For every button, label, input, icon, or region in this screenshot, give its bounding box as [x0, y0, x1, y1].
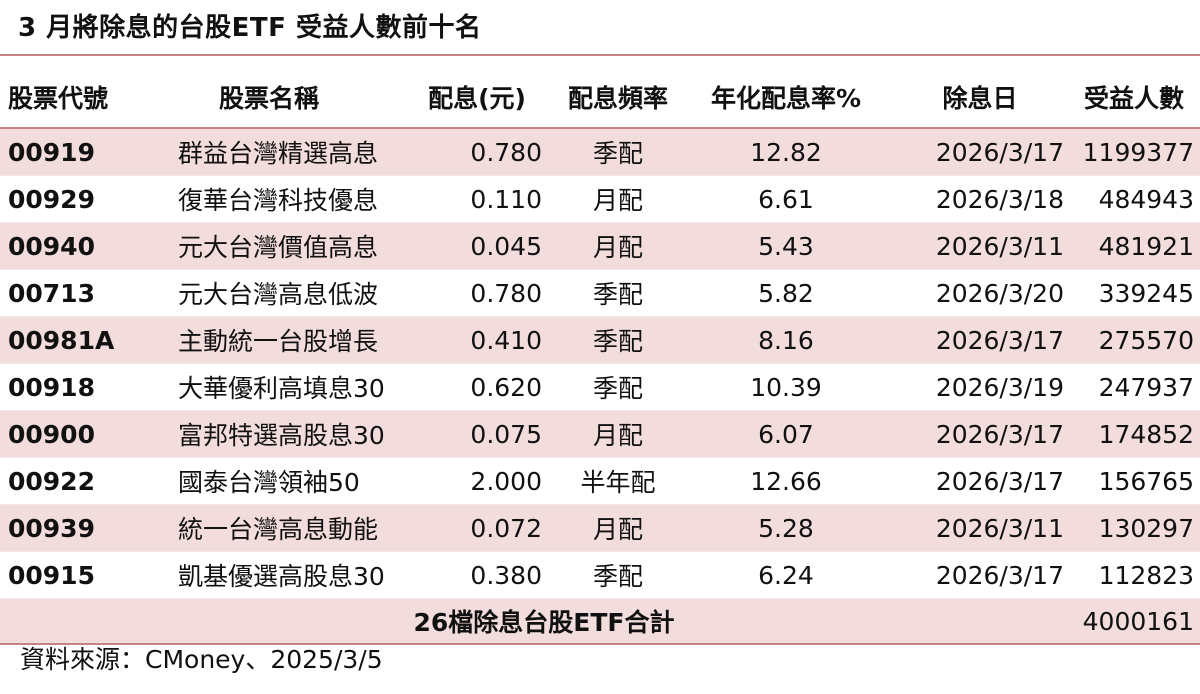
- cell-code: 00929: [0, 175, 140, 223]
- header-code: 股票代號: [0, 66, 140, 129]
- cell-yield: 5.28: [680, 504, 892, 552]
- cell-ex-date: 2026/3/17: [892, 551, 1068, 599]
- cell-holders: 1199377: [1068, 128, 1200, 176]
- cell-yield: 5.43: [680, 222, 892, 270]
- cell-code: 00919: [0, 128, 140, 176]
- total-row: 26檔除息台股ETF合計 4000161: [0, 598, 1200, 645]
- cell-name: 富邦特選高股息30: [140, 410, 398, 458]
- cell-code: 00918: [0, 363, 140, 411]
- cell-frequency: 月配: [556, 222, 680, 270]
- cell-ex-date: 2026/3/20: [892, 269, 1068, 317]
- total-label: 26檔除息台股ETF合計: [0, 598, 1068, 645]
- table-row: 00939 統一台灣高息動能 0.072 月配 5.28 2026/3/11 1…: [0, 504, 1200, 552]
- cell-name: 主動統一台股增長: [140, 316, 398, 364]
- cell-name: 復華台灣科技優息: [140, 175, 398, 223]
- table-row: 00919 群益台灣精選高息 0.780 季配 12.82 2026/3/17 …: [0, 128, 1200, 176]
- cell-yield: 10.39: [680, 363, 892, 411]
- cell-holders: 481921: [1068, 222, 1200, 270]
- header-ex-date: 除息日: [892, 66, 1068, 129]
- table-row: 00981A 主動統一台股增長 0.410 季配 8.16 2026/3/17 …: [0, 316, 1200, 364]
- cell-frequency: 季配: [556, 551, 680, 599]
- header-row: 股票代號 股票名稱 配息(元) 配息頻率 年化配息率% 除息日 受益人數: [0, 66, 1200, 129]
- source-note: 資料來源：CMoney、2025/3/5: [20, 645, 383, 674]
- cell-dividend: 2.000: [398, 457, 556, 505]
- cell-name: 元大台灣價值高息: [140, 222, 398, 270]
- cell-dividend: 0.380: [398, 551, 556, 599]
- cell-dividend: 0.110: [398, 175, 556, 223]
- cell-ex-date: 2026/3/19: [892, 363, 1068, 411]
- table-row: 00900 富邦特選高股息30 0.075 月配 6.07 2026/3/17 …: [0, 410, 1200, 458]
- cell-yield: 6.24: [680, 551, 892, 599]
- cell-ex-date: 2026/3/18: [892, 175, 1068, 223]
- cell-name: 凱基優選高股息30: [140, 551, 398, 599]
- cell-code: 00981A: [0, 316, 140, 364]
- cell-name: 大華優利高填息30: [140, 363, 398, 411]
- cell-frequency: 月配: [556, 504, 680, 552]
- table-row: 00940 元大台灣價值高息 0.045 月配 5.43 2026/3/11 4…: [0, 222, 1200, 270]
- cell-code: 00713: [0, 269, 140, 317]
- cell-holders: 484943: [1068, 175, 1200, 223]
- cell-frequency: 半年配: [556, 457, 680, 505]
- cell-yield: 12.82: [680, 128, 892, 176]
- cell-dividend: 0.780: [398, 128, 556, 176]
- page-title: 3 月將除息的台股ETF 受益人數前十名: [18, 13, 482, 43]
- cell-dividend: 0.620: [398, 363, 556, 411]
- header-frequency: 配息頻率: [556, 66, 680, 129]
- cell-frequency: 季配: [556, 269, 680, 317]
- cell-dividend: 0.075: [398, 410, 556, 458]
- cell-name: 群益台灣精選高息: [140, 128, 398, 176]
- cell-yield: 8.16: [680, 316, 892, 364]
- cell-dividend: 0.410: [398, 316, 556, 364]
- etf-table: 股票代號 股票名稱 配息(元) 配息頻率 年化配息率% 除息日 受益人數 009…: [0, 66, 1200, 645]
- cell-dividend: 0.072: [398, 504, 556, 552]
- cell-frequency: 月配: [556, 410, 680, 458]
- cell-code: 00939: [0, 504, 140, 552]
- cell-code: 00922: [0, 457, 140, 505]
- cell-holders: 130297: [1068, 504, 1200, 552]
- cell-frequency: 月配: [556, 175, 680, 223]
- header-name: 股票名稱: [140, 66, 398, 129]
- cell-name: 國泰台灣領袖50: [140, 457, 398, 505]
- cell-dividend: 0.780: [398, 269, 556, 317]
- cell-name: 元大台灣高息低波: [140, 269, 398, 317]
- cell-ex-date: 2026/3/17: [892, 410, 1068, 458]
- table-row: 00929 復華台灣科技優息 0.110 月配 6.61 2026/3/18 4…: [0, 175, 1200, 223]
- cell-ex-date: 2026/3/11: [892, 504, 1068, 552]
- table-row: 00918 大華優利高填息30 0.620 季配 10.39 2026/3/19…: [0, 363, 1200, 411]
- title-divider: [0, 54, 1200, 56]
- cell-yield: 6.61: [680, 175, 892, 223]
- cell-holders: 156765: [1068, 457, 1200, 505]
- header-dividend: 配息(元): [398, 66, 556, 129]
- table-row: 00922 國泰台灣領袖50 2.000 半年配 12.66 2026/3/17…: [0, 457, 1200, 505]
- cell-yield: 6.07: [680, 410, 892, 458]
- table-row: 00915 凱基優選高股息30 0.380 季配 6.24 2026/3/17 …: [0, 551, 1200, 599]
- cell-frequency: 季配: [556, 128, 680, 176]
- cell-yield: 12.66: [680, 457, 892, 505]
- cell-holders: 174852: [1068, 410, 1200, 458]
- cell-code: 00915: [0, 551, 140, 599]
- cell-ex-date: 2026/3/17: [892, 128, 1068, 176]
- cell-name: 統一台灣高息動能: [140, 504, 398, 552]
- header-holders: 受益人數: [1068, 66, 1200, 129]
- cell-ex-date: 2026/3/17: [892, 457, 1068, 505]
- cell-ex-date: 2026/3/11: [892, 222, 1068, 270]
- cell-yield: 5.82: [680, 269, 892, 317]
- table-row: 00713 元大台灣高息低波 0.780 季配 5.82 2026/3/20 3…: [0, 269, 1200, 317]
- table-body: 00919 群益台灣精選高息 0.780 季配 12.82 2026/3/17 …: [0, 128, 1200, 645]
- cell-holders: 112823: [1068, 551, 1200, 599]
- cell-frequency: 季配: [556, 316, 680, 364]
- cell-frequency: 季配: [556, 363, 680, 411]
- cell-holders: 247937: [1068, 363, 1200, 411]
- cell-dividend: 0.045: [398, 222, 556, 270]
- cell-code: 00940: [0, 222, 140, 270]
- total-holders: 4000161: [1068, 598, 1200, 645]
- header-yield: 年化配息率%: [680, 66, 892, 129]
- cell-holders: 275570: [1068, 316, 1200, 364]
- cell-code: 00900: [0, 410, 140, 458]
- cell-ex-date: 2026/3/17: [892, 316, 1068, 364]
- cell-holders: 339245: [1068, 269, 1200, 317]
